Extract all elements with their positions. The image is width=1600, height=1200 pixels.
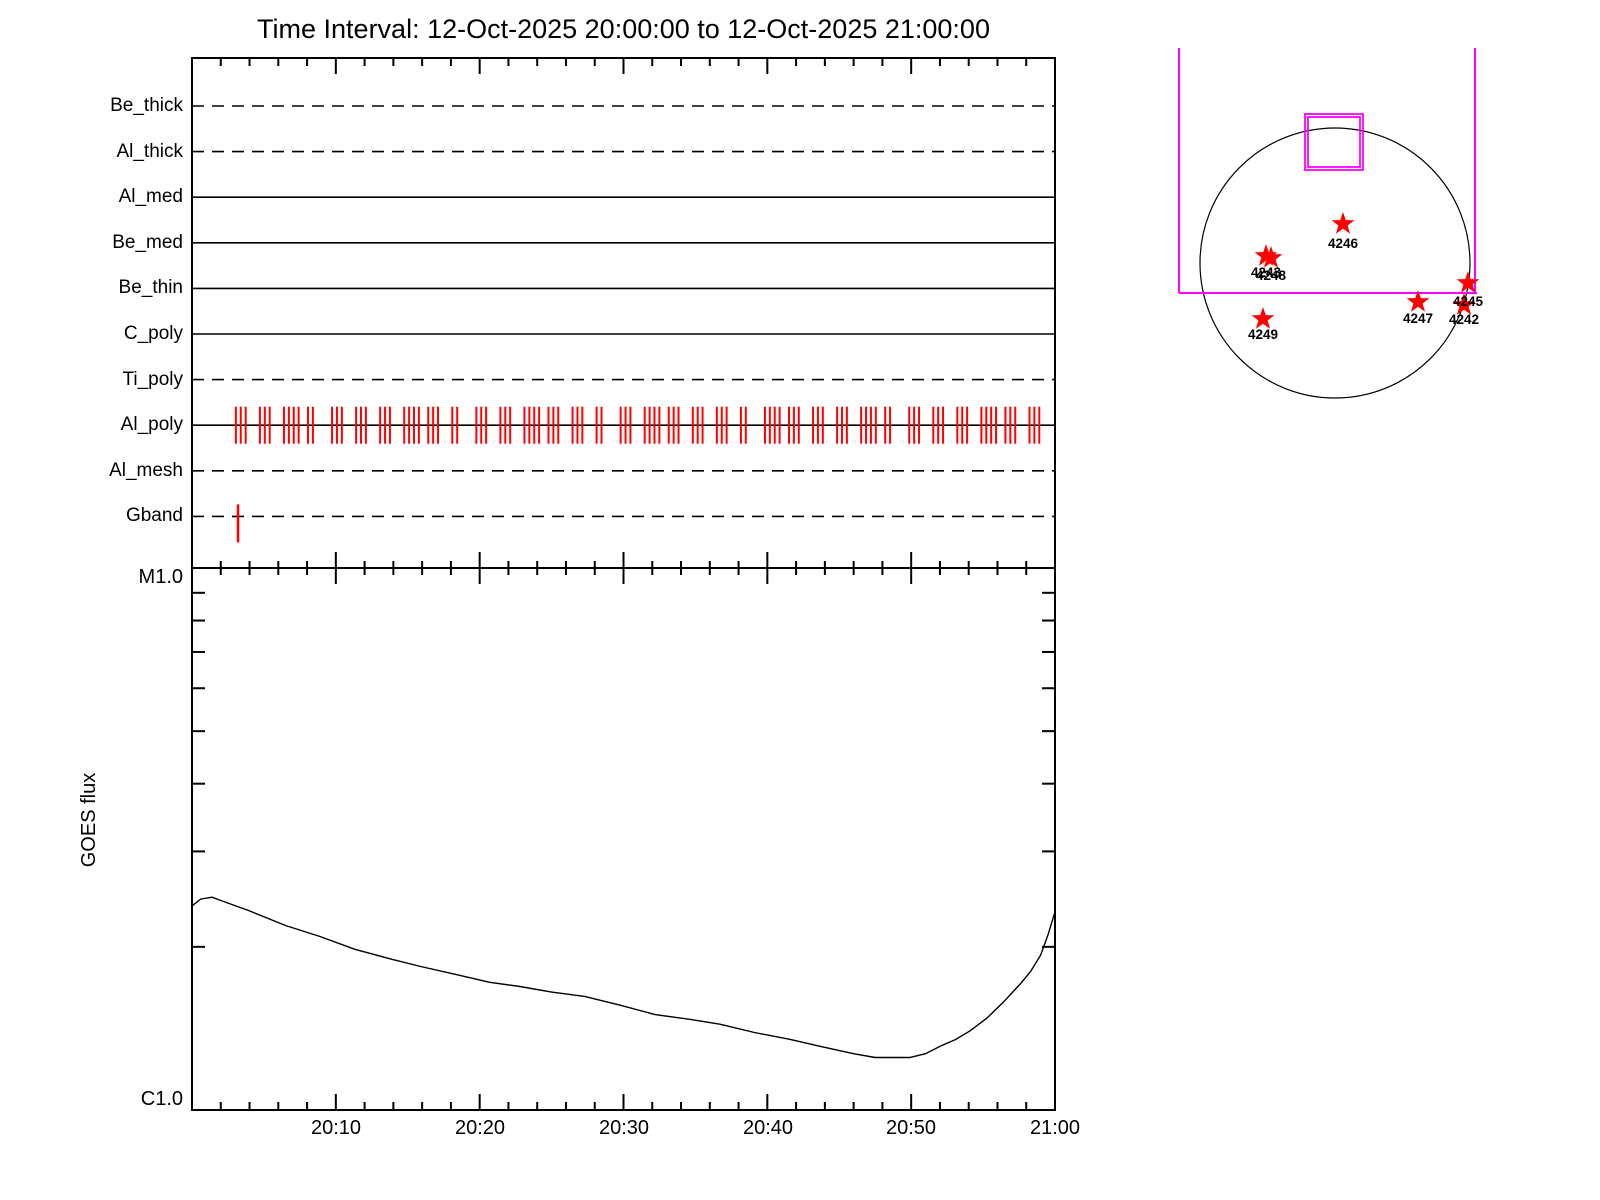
active-region-label-4248: 4248 xyxy=(1256,268,1287,283)
filter-label-be-thin: Be_thin xyxy=(118,277,183,298)
x-tick-label-2030: 20:30 xyxy=(598,1117,650,1139)
goes-y-ticks xyxy=(192,591,1055,948)
filter-label-al-poly: Al_poly xyxy=(120,414,183,435)
solar-disk xyxy=(1199,127,1471,399)
active-region-star-4245 xyxy=(1456,271,1480,293)
active-region-star-4242 xyxy=(1452,293,1476,315)
al-poly-exposure-ticks xyxy=(234,406,1041,444)
active-region-star-4247 xyxy=(1406,290,1430,312)
filter-label-be-med: Be_med xyxy=(112,232,183,253)
filter-label-al-thick: Al_thick xyxy=(116,141,183,162)
filter-label-ti-poly: Ti_poly xyxy=(122,369,183,390)
x-tick-label-2100: 21:00 xyxy=(1029,1117,1081,1139)
filter-label-al-mesh: Al_mesh xyxy=(109,460,183,481)
active-region-label-4249: 4249 xyxy=(1248,327,1278,342)
filter-label-al-med: Al_med xyxy=(118,186,183,207)
active-region-label-4245: 4245 xyxy=(1453,294,1484,309)
sun-map xyxy=(1199,127,1471,399)
x-tick-label-2020: 20:20 xyxy=(454,1117,506,1139)
x-tick-label-2010: 20:10 xyxy=(310,1117,362,1139)
filter-label-gband: Gband xyxy=(125,505,183,526)
filter-lines xyxy=(192,105,1055,518)
y-axis-label-top: M1.0 xyxy=(138,566,183,588)
xrt-target-box xyxy=(1304,113,1364,171)
active-region-star-4248 xyxy=(1259,246,1283,268)
y-axis-label-bottom: C1.0 xyxy=(140,1088,183,1110)
filter-label-c-poly: C_poly xyxy=(123,323,183,344)
active-region-label-4242: 4242 xyxy=(1449,312,1479,327)
active-region-star-4246 xyxy=(1331,212,1355,234)
active-region-label-4246: 4246 xyxy=(1328,236,1359,251)
goes-flux-curve xyxy=(191,896,1056,1059)
plot-title: Time Interval: 12-Oct-2025 20:00:00 to 1… xyxy=(257,14,990,44)
active-region-label-4247: 4247 xyxy=(1403,311,1433,326)
x-tick-label-2050: 20:50 xyxy=(885,1117,937,1139)
xrt-fov-outline xyxy=(1178,48,1477,294)
active-region-label-4243: 4243 xyxy=(1251,265,1282,280)
active-region-stars xyxy=(1251,212,1480,329)
time-axis-ticks xyxy=(191,58,1056,1110)
x-tick-label-2040: 20:40 xyxy=(742,1117,794,1139)
filter-label-be-thick: Be_thick xyxy=(110,95,183,116)
active-region-star-4249 xyxy=(1251,307,1275,329)
